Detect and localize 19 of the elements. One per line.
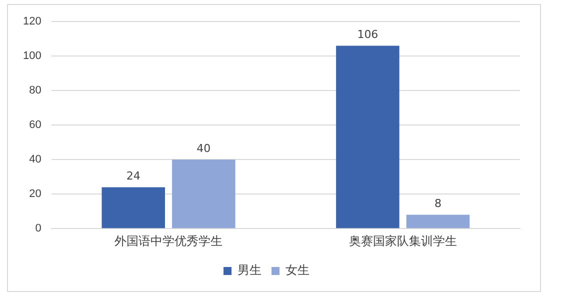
data-label: 8 (434, 197, 442, 210)
y-tick-label: 80 (29, 84, 42, 97)
legend-label: 男生 (238, 263, 262, 278)
y-tick-label: 60 (29, 119, 42, 132)
data-label: 40 (196, 142, 211, 155)
y-tick-label: 100 (22, 50, 42, 62)
y-tick-label: 120 (22, 16, 42, 28)
y-tick-label: 40 (29, 154, 42, 166)
bar (102, 187, 165, 228)
x-tick-label: 奥赛国家队集训学生 (348, 234, 457, 248)
data-label: 106 (357, 28, 378, 42)
y-tick-label: 20 (29, 188, 42, 200)
data-label: 24 (126, 170, 140, 183)
bar (172, 160, 236, 228)
x-tick-label: 外国语中学优秀学生 (114, 234, 223, 248)
bar (406, 214, 470, 228)
legend-label: 女生 (286, 263, 310, 278)
bar (336, 46, 400, 228)
y-tick-label: 0 (35, 222, 42, 235)
